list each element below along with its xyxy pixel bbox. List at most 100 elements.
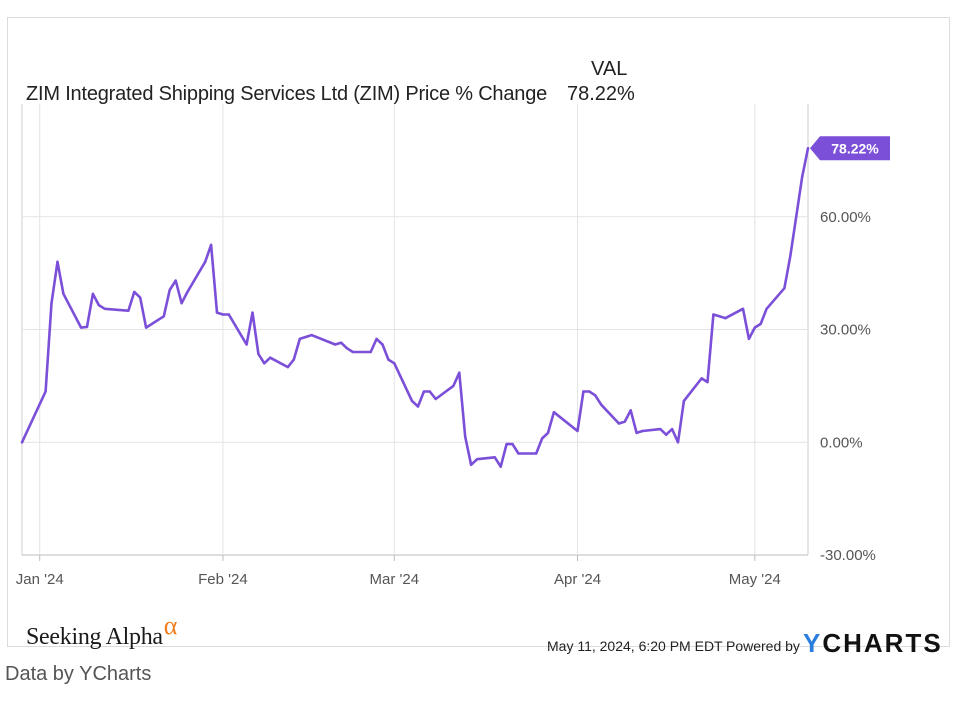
data-point [263, 362, 266, 365]
powered-by-label: Powered by [726, 638, 800, 654]
data-point [458, 371, 461, 374]
data-point [434, 397, 437, 401]
data-point [339, 341, 343, 344]
y-tick-label: 0.00% [820, 434, 863, 451]
data-point [635, 431, 638, 435]
data-point [765, 307, 768, 310]
data-point [452, 384, 455, 388]
y-tick-label: -30.00% [820, 547, 876, 564]
data-point [552, 411, 556, 414]
data-source-caption: Data by YCharts [5, 663, 152, 685]
data-point [422, 390, 426, 393]
data-point [464, 435, 467, 438]
seeking-alpha-logo: Seeking Alphaα [26, 611, 177, 651]
data-point [759, 322, 762, 326]
data-point [351, 350, 355, 354]
data-point [600, 403, 603, 406]
data-point [540, 437, 544, 440]
data-point [103, 307, 106, 310]
data-point [245, 343, 248, 346]
x-tick-label: May '24 [729, 571, 781, 588]
line-chart: -30.00% 0.00% 30.00% 60.00% Jan '24 Feb '24 Ma… [16, 104, 890, 588]
data-point [747, 337, 751, 341]
data-point [475, 458, 479, 461]
data-point [50, 302, 53, 305]
ycharts-logo[interactable]: YCHARTS [803, 628, 943, 659]
data-point [469, 463, 473, 466]
data-point [62, 292, 65, 295]
series-title[interactable]: ZIM Integrated Shipping Services Ltd (ZI… [26, 83, 548, 105]
data-point [783, 287, 786, 290]
x-tick-label: Feb '24 [198, 571, 248, 588]
data-point [617, 422, 621, 425]
data-point [133, 290, 136, 294]
chart-timestamp: May 11, 2024, 6:20 PM EDT [547, 638, 723, 654]
data-point [381, 343, 384, 346]
data-point [700, 377, 703, 380]
data-point [712, 313, 715, 316]
data-point [85, 325, 89, 329]
data-point [209, 243, 213, 247]
data-point [623, 420, 626, 423]
data-point [387, 358, 390, 361]
data-point [286, 365, 290, 369]
data-point [20, 441, 24, 444]
data-point [582, 390, 585, 393]
data-point [227, 313, 230, 316]
current-value-label: 78.22% [831, 140, 879, 156]
data-point [795, 215, 798, 218]
data-point [665, 433, 668, 436]
data-point [310, 333, 313, 337]
data-point [806, 147, 810, 150]
data-point [546, 431, 550, 435]
data-point [594, 394, 597, 397]
data-point [345, 347, 349, 350]
data-point [718, 315, 721, 318]
data-point [269, 356, 272, 359]
data-point [91, 292, 95, 295]
data-point [511, 442, 514, 446]
data-point [162, 315, 165, 318]
data-point [493, 456, 496, 459]
data-point [334, 343, 337, 346]
data-point [44, 390, 47, 393]
data-point [393, 362, 396, 365]
data-point [204, 260, 207, 263]
value-column-label: VAL [591, 58, 628, 80]
series-line [20, 147, 810, 469]
data-point [517, 452, 520, 455]
data-point [789, 255, 792, 258]
data-point [576, 429, 579, 433]
current-value-flag [810, 136, 890, 161]
data-point [416, 405, 420, 408]
data-point [753, 326, 756, 329]
data-point [641, 429, 644, 433]
data-point [215, 311, 219, 314]
data-point [670, 427, 674, 431]
chart-card: VAL ZIM Integrated Shipping Services Ltd… [7, 17, 950, 658]
data-point [79, 326, 83, 329]
data-point [97, 303, 101, 307]
x-tick-label: Jan '24 [16, 571, 64, 588]
data-point [428, 390, 431, 393]
data-point [682, 399, 686, 403]
x-tick-label: Apr '24 [554, 571, 601, 588]
data-point [292, 358, 295, 361]
data-point [257, 352, 260, 356]
data-point [676, 441, 680, 444]
data-point [221, 313, 225, 316]
data-point [588, 390, 591, 393]
data-point [174, 279, 177, 282]
data-point [800, 176, 804, 179]
data-point [369, 350, 372, 354]
seeking-alpha-wordmark: Seeking Alpha [26, 624, 163, 650]
data-point [298, 337, 301, 341]
data-point [706, 380, 709, 384]
y-tick-label: 60.00% [820, 209, 871, 226]
data-point [535, 452, 538, 455]
data-point [629, 409, 632, 412]
data-point [724, 317, 727, 320]
data-point [186, 290, 189, 294]
x-tick-label: Mar '24 [370, 571, 420, 588]
data-point [139, 296, 142, 299]
